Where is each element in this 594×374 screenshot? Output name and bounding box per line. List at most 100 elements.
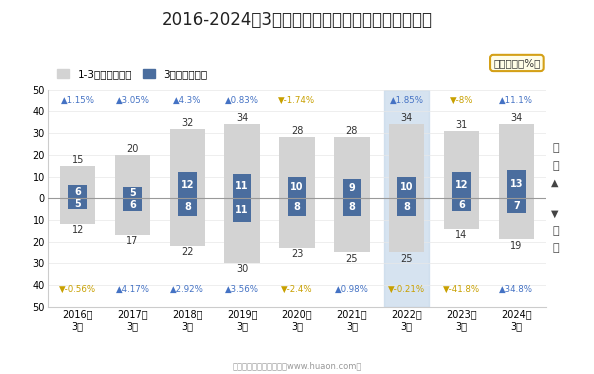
Text: 30: 30 — [236, 264, 248, 275]
Text: 17: 17 — [127, 236, 138, 246]
Bar — [279, 138, 315, 198]
Bar — [225, 198, 260, 263]
Text: ▲4.3%: ▲4.3% — [173, 96, 201, 105]
Text: ▲34.8%: ▲34.8% — [500, 285, 533, 294]
Text: 出: 出 — [552, 143, 559, 153]
Bar — [343, 198, 361, 215]
Text: 10: 10 — [290, 183, 304, 192]
Bar — [444, 198, 479, 229]
Text: ▲1.85%: ▲1.85% — [390, 96, 424, 105]
Text: 同比增速（%）: 同比增速（%） — [493, 58, 541, 68]
Bar — [343, 179, 361, 198]
Bar — [115, 198, 150, 235]
Bar — [334, 198, 369, 252]
Text: 11: 11 — [235, 205, 249, 215]
Bar — [384, 90, 429, 307]
Text: 口: 口 — [552, 243, 559, 253]
Text: ▲0.83%: ▲0.83% — [225, 96, 259, 105]
Bar — [233, 198, 251, 222]
Bar — [507, 198, 526, 214]
Bar — [233, 174, 251, 198]
Bar — [68, 198, 87, 209]
Bar — [452, 172, 471, 198]
Text: ▲0.98%: ▲0.98% — [335, 285, 369, 294]
Text: 8: 8 — [403, 202, 410, 212]
Text: ▼-2.4%: ▼-2.4% — [281, 285, 313, 294]
Text: 28: 28 — [346, 126, 358, 137]
Text: 23: 23 — [291, 249, 303, 259]
Bar — [507, 170, 526, 198]
Legend: 1-3月（亿美元）, 3月（亿美元）: 1-3月（亿美元）, 3月（亿美元） — [53, 65, 212, 83]
Bar — [178, 198, 197, 215]
Bar — [178, 172, 197, 198]
Text: ▼-0.56%: ▼-0.56% — [59, 285, 96, 294]
Text: 12: 12 — [71, 225, 84, 235]
Text: ▲1.15%: ▲1.15% — [61, 96, 94, 105]
Text: 12: 12 — [181, 180, 194, 190]
Bar — [389, 198, 425, 252]
Text: ▲11.1%: ▲11.1% — [500, 96, 533, 105]
Bar — [60, 166, 96, 198]
Text: 制图：华经产业研究院（www.huaon.com）: 制图：华经产业研究院（www.huaon.com） — [232, 361, 362, 370]
Bar — [60, 198, 96, 224]
Text: 6: 6 — [458, 200, 465, 210]
Bar — [123, 198, 142, 211]
Text: 5: 5 — [129, 188, 136, 198]
Bar — [68, 185, 87, 198]
Bar — [115, 155, 150, 198]
Text: ▲4.17%: ▲4.17% — [115, 285, 150, 294]
Text: 32: 32 — [181, 118, 194, 128]
Text: 8: 8 — [349, 202, 355, 212]
Bar — [498, 198, 534, 239]
Text: 6: 6 — [74, 187, 81, 197]
Bar — [334, 138, 369, 198]
Text: ▼-41.8%: ▼-41.8% — [443, 285, 480, 294]
Text: 12: 12 — [455, 180, 468, 190]
Bar — [389, 125, 425, 198]
Bar — [225, 125, 260, 198]
Text: ▲3.05%: ▲3.05% — [115, 96, 150, 105]
Text: ▼-8%: ▼-8% — [450, 96, 473, 105]
Text: 25: 25 — [346, 254, 358, 264]
Text: 11: 11 — [235, 181, 249, 191]
Bar — [397, 177, 416, 198]
Text: 19: 19 — [510, 240, 523, 251]
Text: 20: 20 — [127, 144, 138, 154]
Bar — [169, 198, 205, 246]
Text: ▼-1.74%: ▼-1.74% — [279, 96, 315, 105]
Text: 8: 8 — [293, 202, 301, 212]
Text: 进: 进 — [552, 226, 559, 236]
Text: 6: 6 — [129, 200, 136, 210]
Text: ▲: ▲ — [551, 178, 559, 188]
Text: ▼: ▼ — [551, 208, 559, 218]
Text: 15: 15 — [71, 154, 84, 165]
Text: 31: 31 — [456, 120, 467, 130]
Text: 7: 7 — [513, 201, 520, 211]
Bar — [169, 129, 205, 198]
Text: 8: 8 — [184, 202, 191, 212]
Text: 34: 34 — [510, 113, 523, 123]
Text: 34: 34 — [400, 113, 413, 123]
Text: 9: 9 — [349, 184, 355, 193]
Bar — [279, 198, 315, 248]
Text: ▲3.56%: ▲3.56% — [225, 285, 259, 294]
Text: 口: 口 — [552, 161, 559, 171]
Text: 5: 5 — [74, 199, 81, 209]
Text: ▼-0.21%: ▼-0.21% — [388, 285, 425, 294]
Bar — [287, 198, 307, 215]
Text: ▲2.92%: ▲2.92% — [170, 285, 204, 294]
Text: 28: 28 — [291, 126, 303, 137]
Text: 22: 22 — [181, 247, 194, 257]
Text: 25: 25 — [400, 254, 413, 264]
Bar — [287, 177, 307, 198]
Text: 10: 10 — [400, 183, 413, 192]
Bar — [397, 198, 416, 215]
Text: 14: 14 — [456, 230, 467, 240]
Bar — [123, 187, 142, 198]
Bar — [498, 125, 534, 198]
Text: 13: 13 — [510, 179, 523, 189]
Text: 2016-2024年3月无锡高新区综合保税区进、出口额: 2016-2024年3月无锡高新区综合保税区进、出口额 — [162, 11, 432, 29]
Bar — [452, 198, 471, 211]
Text: 34: 34 — [236, 113, 248, 123]
Bar — [444, 131, 479, 198]
